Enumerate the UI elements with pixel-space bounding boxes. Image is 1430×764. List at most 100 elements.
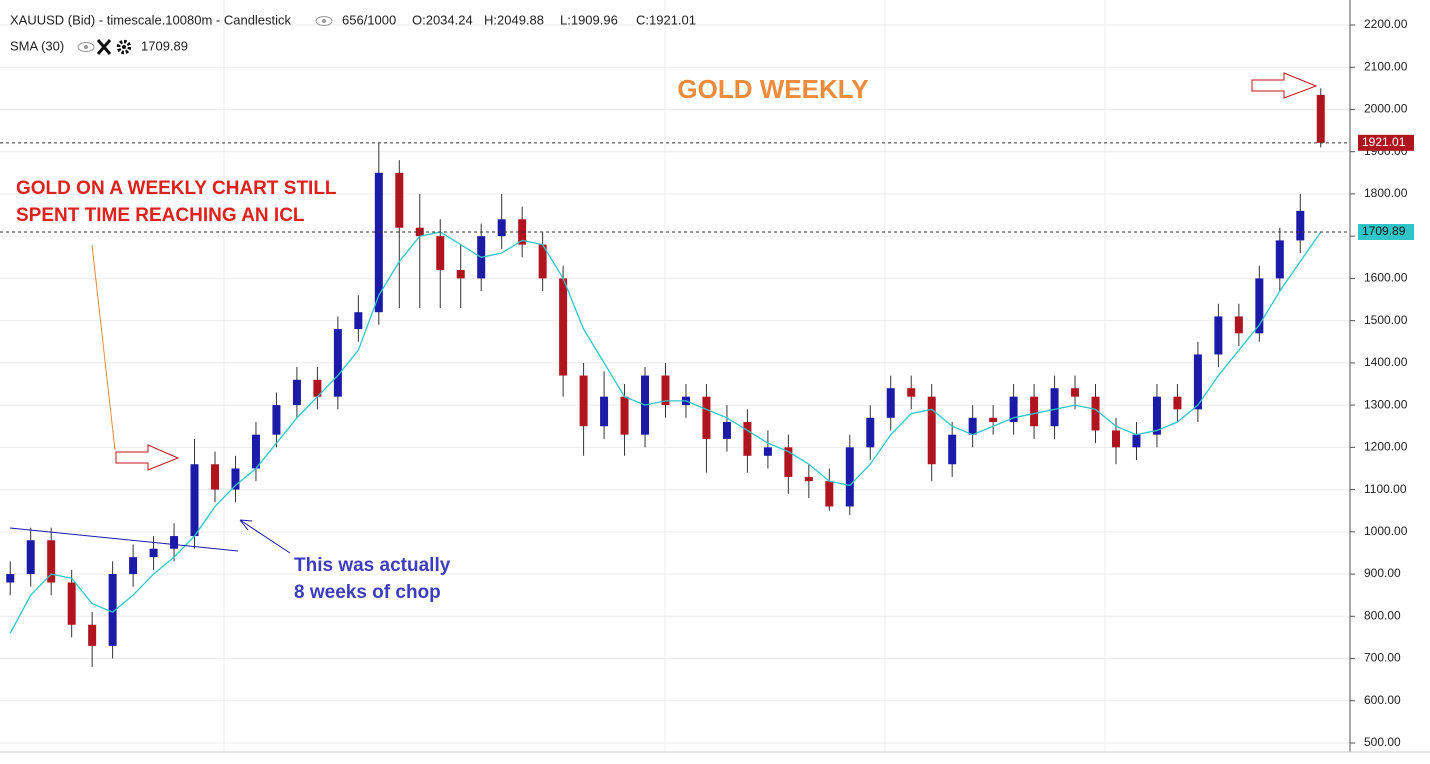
candle-body: [702, 396, 711, 439]
candle-body: [784, 447, 793, 477]
candle-body: [825, 481, 834, 507]
candle-body: [1193, 354, 1202, 410]
candle-body: [1132, 434, 1141, 448]
chart-title: GOLD WEEKLY: [677, 74, 868, 104]
candle-body: [129, 557, 138, 575]
candle-body: [559, 278, 568, 376]
candle-body: [354, 312, 363, 330]
annotation-line: [91, 244, 116, 451]
candle-body: [538, 244, 547, 279]
candle-body: [620, 396, 629, 435]
candle-body: [149, 548, 158, 558]
candle-body: [333, 329, 342, 397]
y-tick-label: 500.00: [1364, 735, 1401, 749]
candle-body: [804, 476, 813, 482]
candle-body: [1173, 396, 1182, 410]
candle-body: [108, 574, 117, 646]
candle-body: [456, 269, 465, 279]
eye-icon: [315, 16, 333, 26]
y-tick-label: 1300.00: [1364, 397, 1408, 411]
candle-body: [1152, 396, 1161, 435]
header-high: H:2049.88: [484, 12, 544, 27]
indicator-value: 1709.89: [141, 38, 188, 53]
candle-body: [1234, 316, 1243, 334]
y-tick-label: 600.00: [1364, 693, 1401, 707]
y-tick-label: 2100.00: [1364, 59, 1408, 73]
candle-body: [436, 236, 445, 270]
eye-icon[interactable]: [77, 42, 95, 52]
candle-body: [1296, 210, 1305, 241]
candle-body: [927, 396, 936, 465]
candle-body: [1009, 396, 1018, 423]
candle-body: [948, 434, 957, 465]
candle-body: [907, 388, 916, 397]
candle-body: [26, 540, 35, 575]
y-tick-label: 1600.00: [1364, 271, 1408, 285]
y-tick-label: 2200.00: [1364, 17, 1408, 31]
remove-icon[interactable]: [96, 39, 112, 55]
price-tag-label: 1709.89: [1362, 224, 1406, 238]
candle-body: [6, 574, 15, 583]
candle-body: [231, 468, 240, 490]
arrow: [115, 444, 180, 471]
candle-body: [763, 447, 772, 456]
plot: [0, 24, 1350, 744]
candle-body: [845, 447, 854, 507]
candle-body: [1275, 240, 1284, 279]
sma-line: [9, 231, 1322, 634]
candle-body: [211, 464, 220, 490]
header-symbol: XAUUSD (Bid) - timescale.10080m - Candle…: [10, 12, 292, 27]
arrow: [1251, 72, 1318, 99]
candle-body: [170, 536, 179, 549]
candle-body: [1050, 388, 1059, 427]
candle-body: [866, 417, 875, 448]
annotation-arrow: [239, 519, 291, 554]
header-count: 656/1000: [342, 12, 396, 27]
indicator-name: SMA (30): [10, 38, 64, 53]
candle-body: [374, 172, 383, 313]
price-tag-label: 1921.01: [1362, 135, 1406, 149]
candle-body: [600, 396, 609, 427]
candle-body: [1091, 396, 1100, 431]
candle-body: [579, 375, 588, 427]
price-tag: [1358, 223, 1414, 240]
annotation: This was actually: [294, 555, 451, 576]
candle-body: [313, 379, 322, 397]
candle-body: [722, 422, 731, 439]
candle-body: [190, 464, 199, 537]
annotation: SPENT TIME REACHING AN ICL: [16, 205, 305, 226]
y-tick-label: 700.00: [1364, 651, 1401, 665]
candle-body: [989, 417, 998, 423]
candle-body: [272, 405, 281, 435]
price-tag: [1358, 134, 1414, 151]
trend-line: [9, 527, 239, 552]
y-tick-label: 1200.00: [1364, 440, 1408, 454]
candle-body: [886, 388, 895, 418]
y-tick-label: 1400.00: [1364, 355, 1408, 369]
candle-body: [497, 219, 506, 237]
candle-body: [1071, 388, 1080, 397]
candle-body: [47, 540, 56, 583]
annotation: 8 weeks of chop: [294, 582, 441, 603]
candle-body: [88, 624, 97, 646]
y-tick-label: 800.00: [1364, 608, 1401, 622]
candle-body: [1214, 316, 1223, 355]
y-tick-label: 1500.00: [1364, 313, 1408, 327]
candle-body: [743, 422, 752, 456]
settings-icon[interactable]: [116, 39, 132, 55]
candle-body: [968, 417, 977, 435]
y-tick-label: 900.00: [1364, 566, 1401, 580]
candle-body: [415, 227, 424, 237]
y-tick-label: 2000.00: [1364, 102, 1408, 116]
header-close: C:1921.01: [636, 12, 696, 27]
header-low: L:1909.96: [560, 12, 618, 27]
header-open: O:2034.24: [412, 12, 473, 27]
y-tick-label: 1800.00: [1364, 186, 1408, 200]
candle-body: [251, 434, 260, 469]
y-tick-label: 1100.00: [1364, 482, 1407, 496]
candle-body: [292, 379, 301, 406]
candle-body: [1255, 278, 1264, 334]
